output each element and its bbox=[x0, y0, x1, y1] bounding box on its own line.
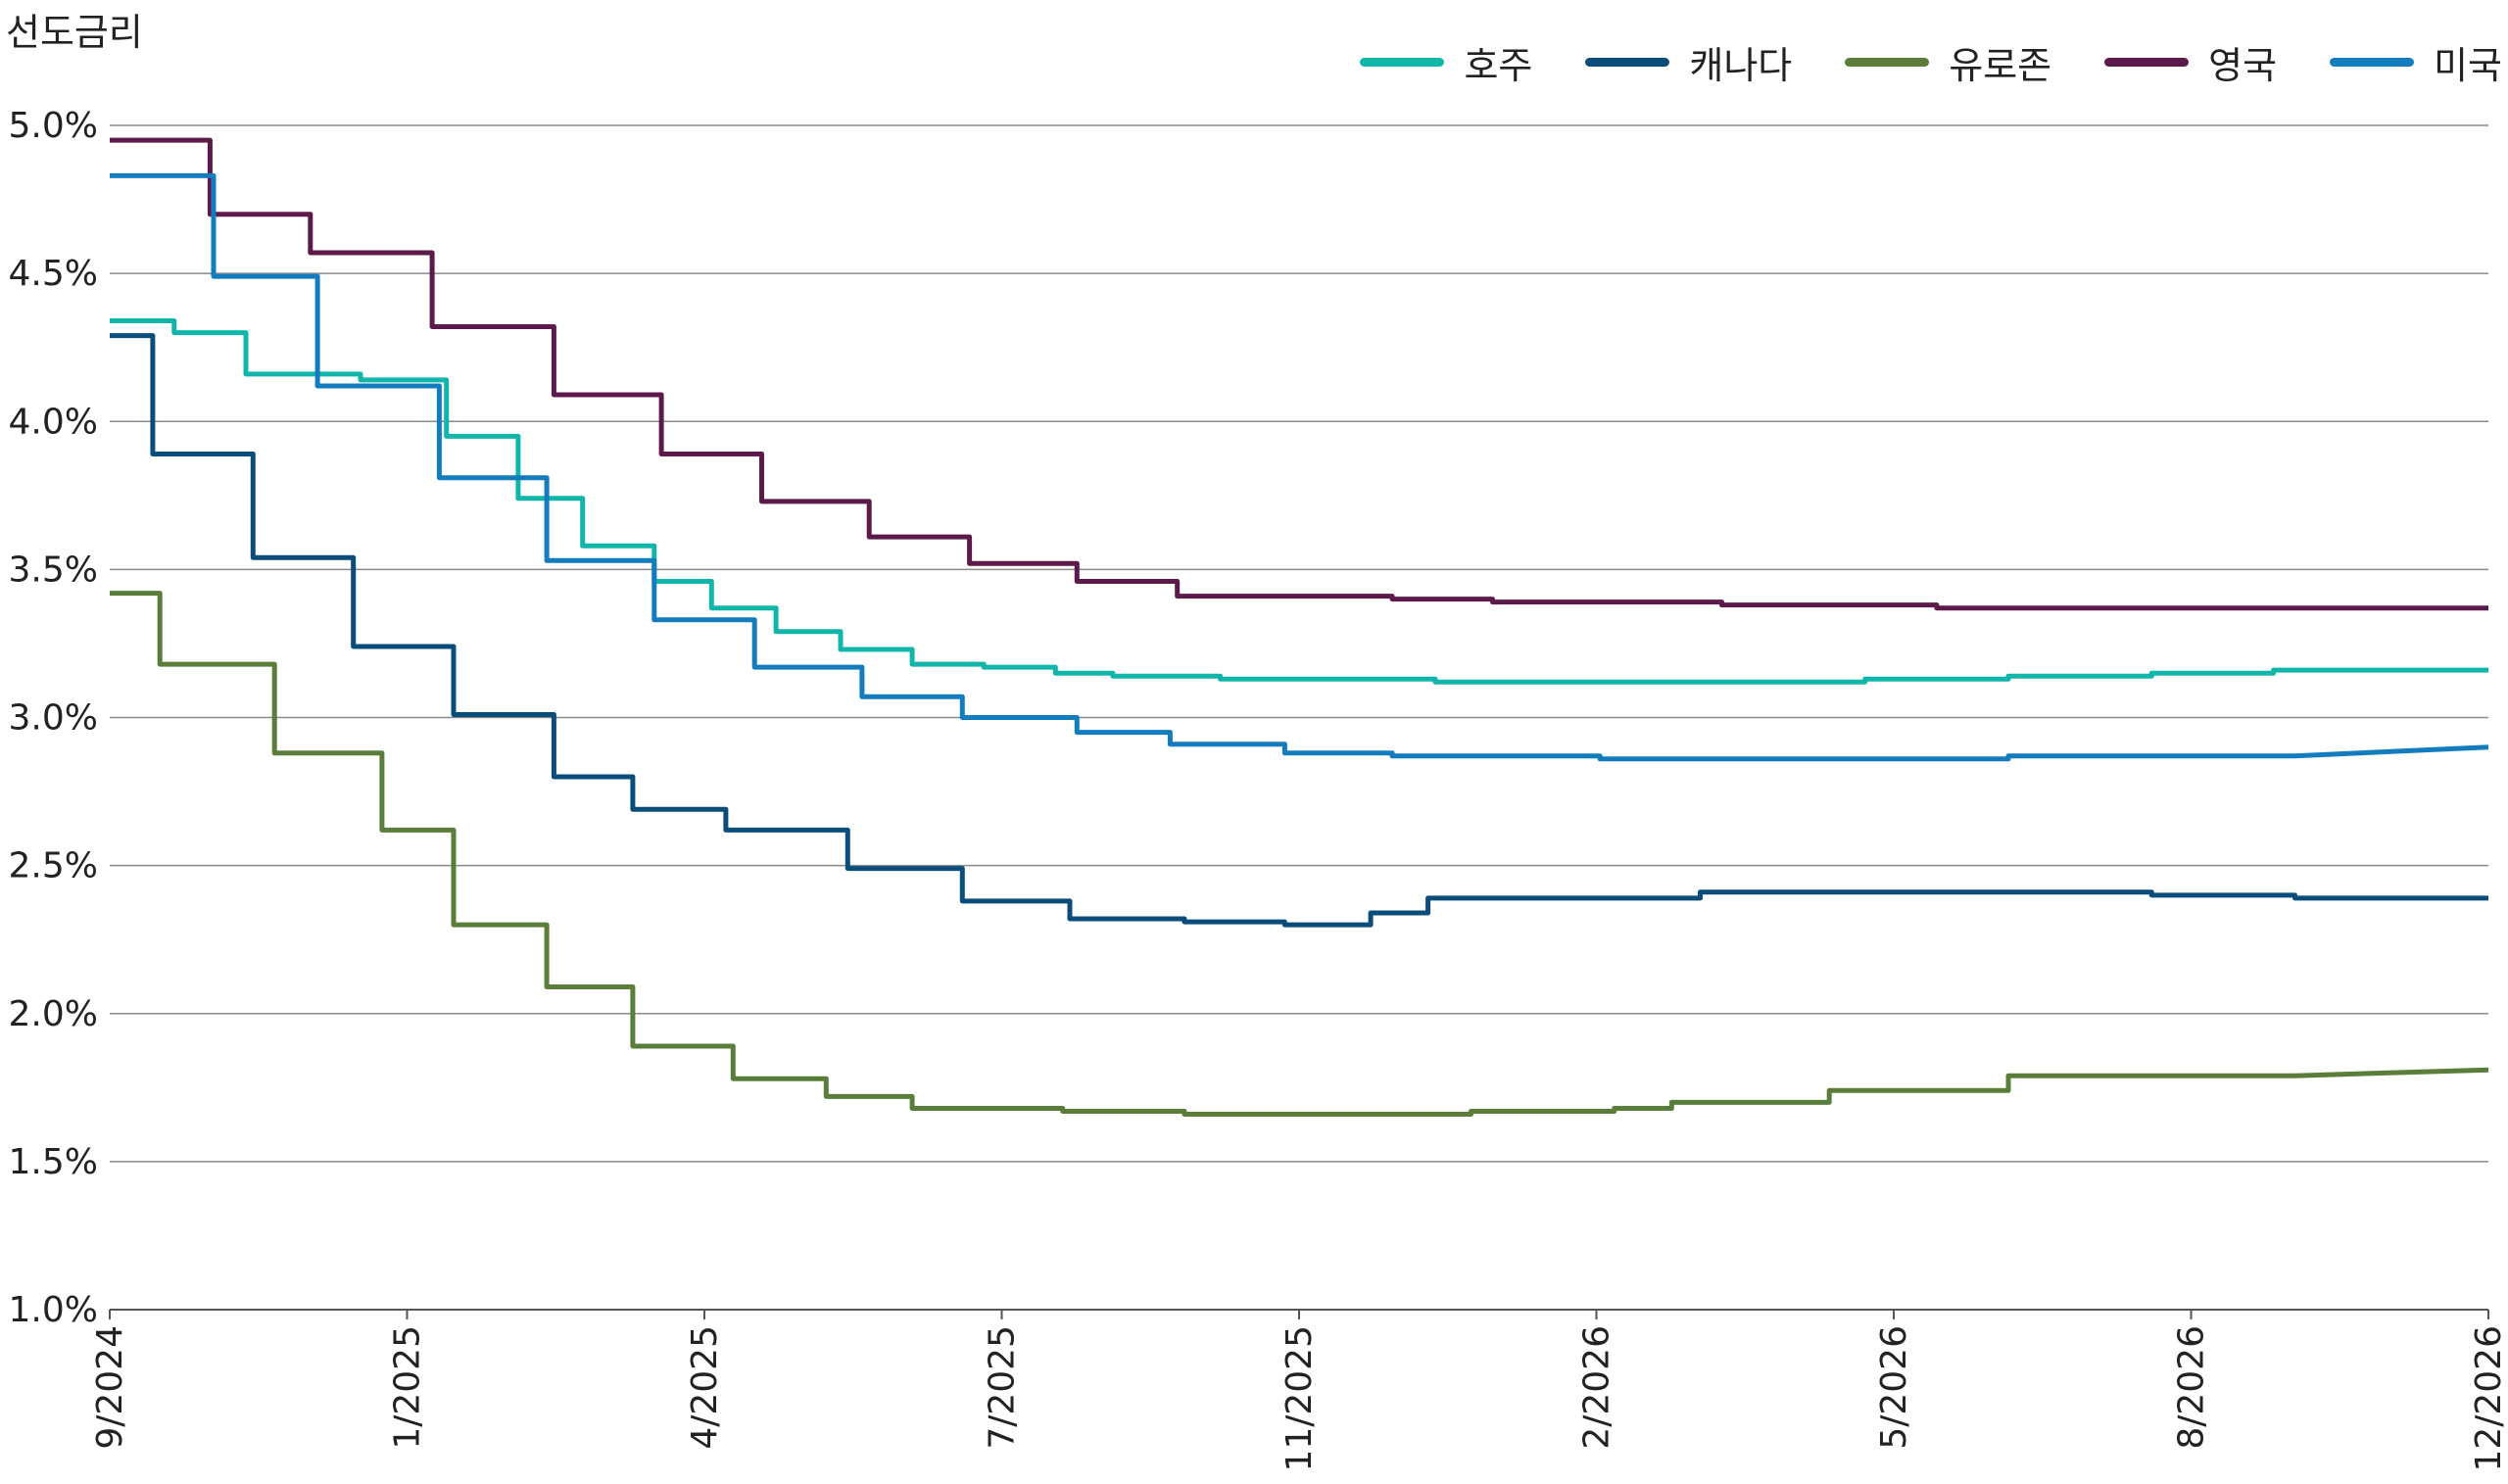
x-tick-label: 7/2025 bbox=[983, 1325, 1023, 1450]
x-tick-label: 11/2025 bbox=[1279, 1325, 1320, 1472]
y-tick-label: 5.0% bbox=[9, 106, 98, 146]
legend-item: 유로존 bbox=[1845, 35, 2051, 89]
y-tick-label: 2.0% bbox=[9, 994, 98, 1034]
legend-label: 호주 bbox=[1464, 44, 1533, 87]
legend-item: 캐나다 bbox=[1585, 35, 1792, 89]
legend-swatch bbox=[1845, 58, 1930, 67]
y-axis-title: 선도금리 bbox=[6, 11, 143, 54]
legend-swatch bbox=[2330, 58, 2415, 67]
legend-label: 미국 bbox=[2434, 44, 2502, 87]
legend-label: 캐나다 bbox=[1689, 44, 1793, 87]
series-line-3 bbox=[110, 137, 2488, 611]
y-tick-label: 3.0% bbox=[9, 698, 98, 739]
series-line-4 bbox=[110, 172, 2489, 762]
y-tick-label: 4.0% bbox=[9, 402, 98, 442]
x-tick-label: 2/2026 bbox=[1577, 1325, 1617, 1450]
legend-item: 미국 bbox=[2330, 35, 2502, 89]
legend-label: 영국 bbox=[2208, 44, 2278, 87]
series-line-2 bbox=[110, 591, 2489, 1117]
legend-swatch bbox=[1360, 58, 1445, 67]
y-tick-labels: 5.0% 4.5% 4.0% 3.5% 3.0% 2.5% 2.0% 1.5% 1.0% bbox=[9, 106, 98, 1330]
series-line-1 bbox=[110, 333, 2488, 928]
x-tick-label: 8/2026 bbox=[2172, 1325, 2212, 1450]
x-tick-label: 12/2026 bbox=[2469, 1325, 2508, 1472]
chart-legend: 호주 캐나다 유로존 영국 미국 bbox=[1307, 35, 2502, 89]
x-tick-label: 1/2025 bbox=[388, 1325, 428, 1450]
y-tick-label: 4.5% bbox=[9, 254, 98, 294]
y-tick-label: 3.5% bbox=[9, 550, 98, 590]
x-tick-label: 5/2026 bbox=[1874, 1325, 1914, 1450]
y-tick-label: 1.5% bbox=[9, 1142, 98, 1182]
legend-swatch bbox=[1585, 58, 1670, 67]
legend-item: 영국 bbox=[2104, 35, 2277, 89]
series-lines bbox=[110, 137, 2489, 1117]
y-tick-label: 1.0% bbox=[9, 1290, 98, 1330]
series-line-0 bbox=[110, 318, 2488, 685]
legend-swatch bbox=[2104, 58, 2190, 67]
x-tick-label: 9/2024 bbox=[90, 1325, 130, 1450]
y-tick-label: 2.5% bbox=[9, 846, 98, 886]
legend-label: 유로존 bbox=[1949, 44, 2052, 87]
x-tick-label: 4/2025 bbox=[685, 1325, 725, 1450]
gridlines bbox=[110, 124, 2488, 1311]
x-tick-labels: 9/2024 1/2025 4/2025 7/2025 11/2025 2/2026 5/2… bbox=[90, 1310, 2508, 1472]
legend-item: 호주 bbox=[1360, 35, 1532, 89]
